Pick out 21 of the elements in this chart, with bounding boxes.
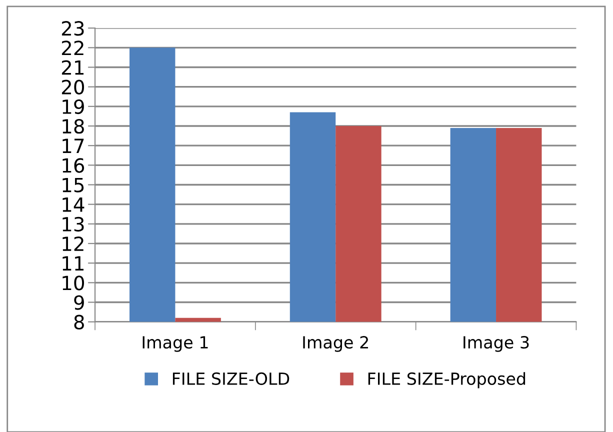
x-tick-label: Image 2	[303, 336, 368, 352]
y-tick-label: 20	[62, 80, 84, 94]
y-tick-label: 15	[62, 178, 84, 192]
y-tick-label: 14	[62, 198, 84, 212]
y-tick-label: 16	[62, 158, 84, 173]
y-tick-label: 22	[62, 40, 84, 56]
legend-label: FILE SIZE-Proposed	[368, 372, 526, 388]
y-tick-label: 21	[62, 60, 84, 75]
y-tick-label: 11	[62, 256, 84, 270]
y-tick-label: 8	[74, 314, 84, 330]
legend-label: FILE SIZE-OLD	[172, 372, 290, 385]
x-tick-label: Image 1	[142, 336, 208, 352]
y-tick-label: 10	[62, 276, 84, 290]
y-tick-label: 12	[62, 236, 84, 251]
y-tick-label: 23	[62, 21, 84, 36]
y-tick-label: 18	[62, 118, 84, 134]
y-tick-label: 13	[62, 216, 84, 232]
y-tick-label: 17	[62, 138, 84, 153]
x-tick-label: Image 3	[464, 336, 529, 352]
y-tick-label: 9	[74, 295, 84, 310]
y-tick-label: 19	[62, 99, 84, 114]
